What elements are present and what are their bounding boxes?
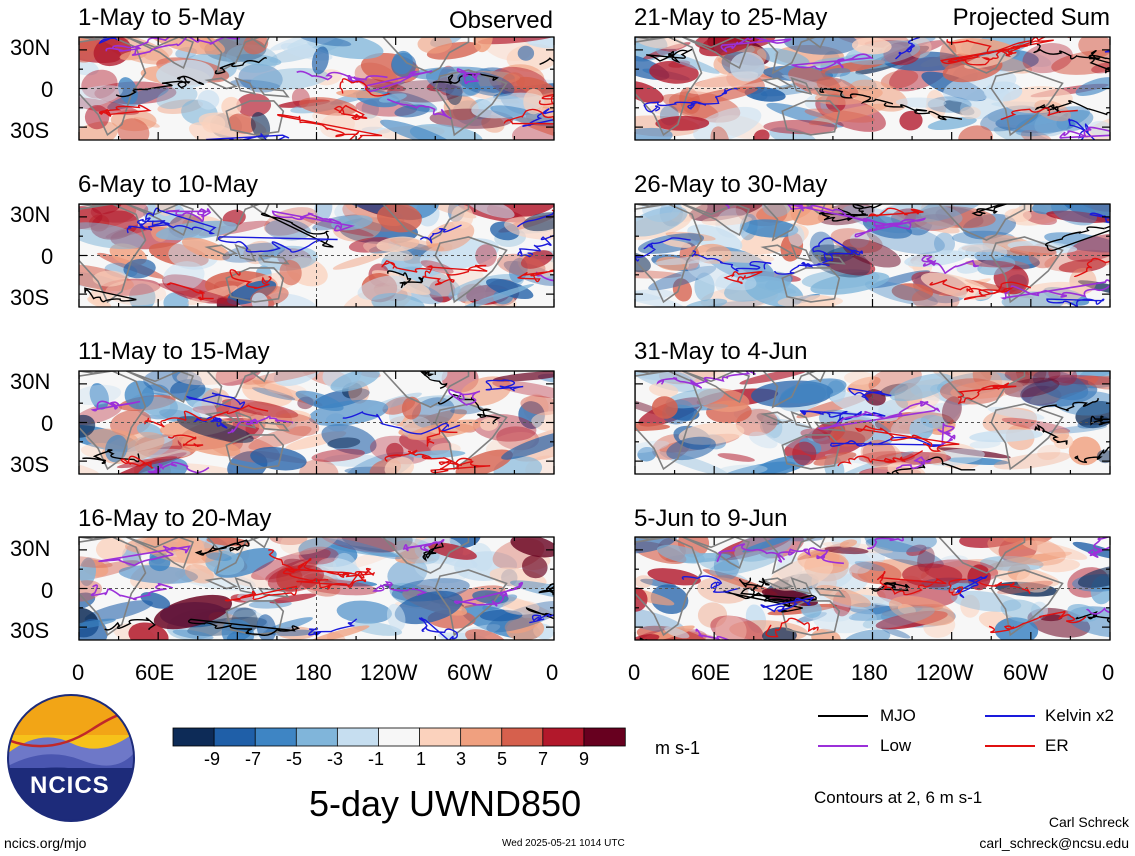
panel-corner-label: Projected Sum xyxy=(952,4,1110,31)
map-panel xyxy=(634,36,1111,141)
colorbar-swatch xyxy=(378,727,421,747)
lon-label: 0 xyxy=(546,660,559,685)
panel-title: 26-May to 30-May xyxy=(634,171,828,198)
contour-note: Contours at 2, 6 m s-1 xyxy=(814,788,983,807)
panel-title: 11-May to 15-May xyxy=(78,338,270,365)
panel-title: 1-May to 5-May xyxy=(78,4,245,31)
lon-label: 60E xyxy=(135,660,175,685)
map-panel xyxy=(78,370,555,475)
lon-label: 120E xyxy=(762,660,814,685)
panel-corner-label: Observed xyxy=(448,7,553,34)
panel-title: 21-May to 25-May xyxy=(634,4,828,31)
colorbar-units: m s-1 xyxy=(655,738,700,758)
colorbar-label: 5 xyxy=(497,749,508,769)
colorbar-label: -9 xyxy=(204,749,221,769)
map-panel xyxy=(634,536,1111,641)
colorbar-label: -7 xyxy=(245,749,262,769)
lat-label: 30S xyxy=(10,452,50,477)
lat-label: 30N xyxy=(10,35,51,60)
lat-label: 30N xyxy=(10,202,51,227)
colorbar-label: -3 xyxy=(327,749,344,769)
colorbar-label: -5 xyxy=(286,749,303,769)
colorbar-label: -1 xyxy=(368,749,385,769)
panel-title: 16-May to 20-May xyxy=(78,505,272,532)
lat-label: 30N xyxy=(10,536,51,561)
lon-label: 120W xyxy=(360,660,418,685)
author-name: Carl Schreck xyxy=(1048,814,1129,830)
legend-label-er: ER xyxy=(1045,736,1069,755)
lon-label: 180 xyxy=(851,660,888,685)
legend-label-low: Low xyxy=(880,736,912,755)
colorbar-label: 1 xyxy=(416,749,427,769)
legend-label-kelvin: Kelvin x2 xyxy=(1045,706,1114,725)
lat-label: 0 xyxy=(41,244,54,269)
colorbar-swatch xyxy=(295,727,339,747)
author-email: carl_schreck@ncsu.edu xyxy=(979,835,1129,851)
colorbar xyxy=(172,727,626,747)
lat-label: 0 xyxy=(41,77,54,102)
site-url: ncics.org/mjo xyxy=(4,835,87,851)
lon-label: 60W xyxy=(1003,660,1049,685)
colorbar-label: 3 xyxy=(456,749,467,769)
colorbar-swatch xyxy=(254,727,297,747)
colorbar-swatch xyxy=(583,727,626,747)
colorbar-swatch xyxy=(460,727,503,747)
main-title: 5-day UWND850 xyxy=(309,783,582,824)
lon-label: 0 xyxy=(72,660,85,685)
lat-label: 30S xyxy=(10,285,50,310)
colorbar-label: 7 xyxy=(538,749,549,769)
timestamp: Wed 2025-05-21 1014 UTC xyxy=(502,838,625,849)
map-panel xyxy=(78,203,555,308)
panel-title: 5-Jun to 9-Jun xyxy=(634,505,788,532)
map-panel xyxy=(634,203,1111,308)
lon-label: 120E xyxy=(206,660,258,685)
logo-text: NCICS xyxy=(30,772,110,799)
lon-label: 120W xyxy=(916,660,974,685)
map-panel xyxy=(78,536,555,641)
lon-label: 0 xyxy=(628,660,641,685)
lat-label: 30S xyxy=(10,618,50,643)
colorbar-swatch xyxy=(172,727,215,747)
lon-label: 60W xyxy=(447,660,493,685)
colorbar-swatch xyxy=(419,727,462,747)
colorbar-swatch xyxy=(501,727,544,747)
panel-title: 31-May to 4-Jun xyxy=(634,338,808,365)
colorbar-swatch xyxy=(213,727,256,747)
lat-label: 0 xyxy=(41,411,54,436)
lat-label: 30S xyxy=(10,118,50,143)
ncics-logo-icon xyxy=(7,694,135,822)
lon-label: 60E xyxy=(691,660,731,685)
colorbar-swatch xyxy=(336,727,380,747)
lon-label: 0 xyxy=(1102,660,1115,685)
colorbar-swatch xyxy=(542,727,585,747)
map-panel xyxy=(78,36,555,141)
legend-label-mjo: MJO xyxy=(880,706,916,725)
lat-label: 0 xyxy=(41,578,54,603)
lat-label: 30N xyxy=(10,369,51,394)
lon-label: 180 xyxy=(295,660,332,685)
panel-title: 6-May to 10-May xyxy=(78,171,259,198)
map-panel xyxy=(634,370,1111,475)
colorbar-label: 9 xyxy=(579,749,590,769)
